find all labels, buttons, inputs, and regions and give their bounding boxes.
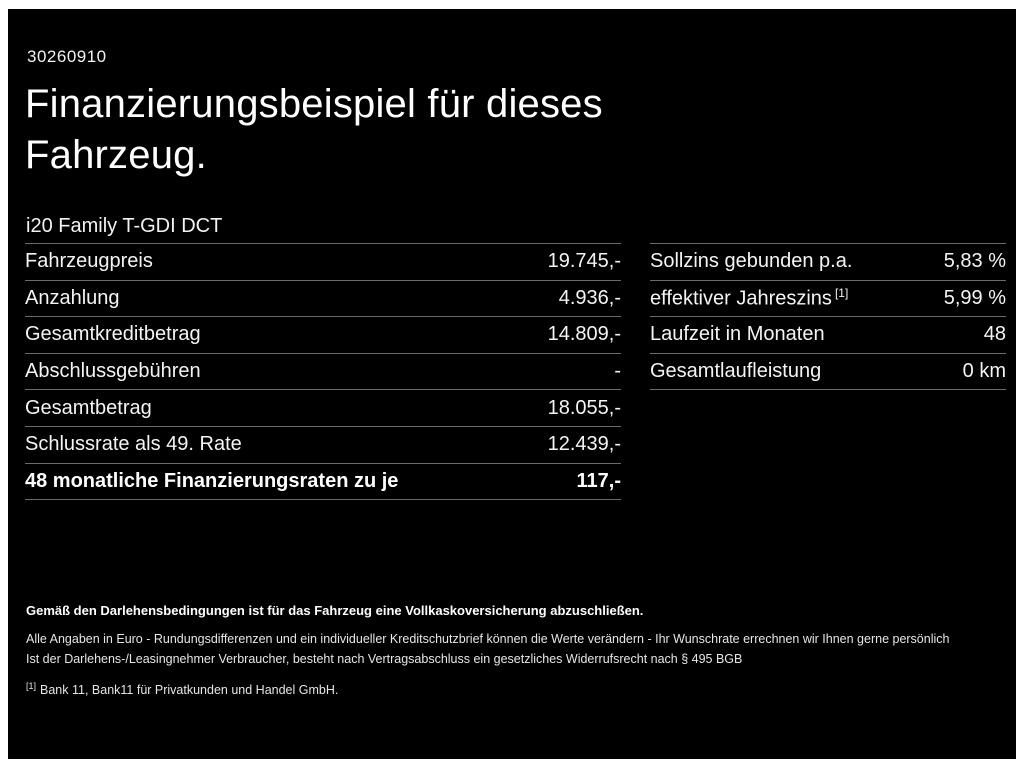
table-row: Abschlussgebühren - — [25, 352, 621, 390]
disclaimer-line-2: Ist der Darlehens-/Leasingnehmer Verbrau… — [26, 652, 743, 666]
row-label: Schlussrate als 49. Rate — [25, 433, 242, 456]
table-row: Gesamtkreditbetrag 14.809,- — [25, 316, 621, 353]
row-label: 48 monatliche Finanzierungsraten zu je — [25, 469, 399, 492]
table-row: Laufzeit in Monaten 48 — [650, 316, 1006, 353]
table-row: 48 monatliche Finanzierungsraten zu je 11… — [25, 462, 621, 500]
row-value: 5,99 % — [943, 286, 1006, 309]
row-value: 4.936,- — [558, 286, 621, 309]
financing-table-left: Fahrzeugpreis 19.745,- Anzahlung 4.936,- Ges… — [25, 243, 621, 501]
rates-table-right: Sollzins gebunden p.a. 5,83 % effektiver J… — [650, 243, 1006, 391]
row-value: 0 km — [962, 360, 1006, 383]
row-label: Fahrzeugpreis — [25, 250, 153, 273]
footnote-bank: [1] Bank 11, Bank11 für Privatkunden und … — [26, 681, 996, 697]
row-value: 48 — [983, 323, 1006, 346]
table-row: Gesamtlaufleistung 0 km — [650, 352, 1006, 390]
footnote-marker: [1] — [834, 286, 849, 301]
row-label: Gesamtkreditbetrag — [25, 323, 201, 346]
table-row: Fahrzeugpreis 19.745,- — [25, 243, 621, 280]
disclaimer-bold-note: Gemäß den Darlehensbedingungen ist für d… — [26, 603, 644, 618]
footnote-text: Bank 11, Bank11 für Privatkunden und Han… — [40, 683, 339, 698]
table-row: Schlussrate als 49. Rate 12.439,- — [25, 425, 621, 463]
disclaimer-footer: Gemäß den Darlehensbedingungen ist für d… — [26, 603, 996, 697]
vehicle-model: i20 Family T-GDI DCT — [26, 215, 223, 237]
table-row: Anzahlung 4.936,- — [25, 279, 621, 317]
row-value: 14.809,- — [547, 323, 621, 346]
row-value: 5,83 % — [943, 250, 1006, 273]
row-label: Sollzins gebunden p.a. — [650, 250, 853, 273]
row-value: 12.439,- — [547, 433, 621, 456]
document-id: 30260910 — [27, 47, 107, 66]
row-label: effektiver Jahreszins [1] — [650, 286, 849, 310]
row-value: 18.055,- — [547, 396, 621, 419]
disclaimer-line-1: Alle Angaben in Euro - Rundungsdifferenz… — [26, 632, 950, 646]
table-row: effektiver Jahreszins [1] 5,99 % — [650, 279, 1006, 317]
row-label: Gesamtlaufleistung — [650, 360, 822, 383]
row-label: Abschlussgebühren — [25, 360, 201, 383]
row-label: Gesamtbetrag — [25, 396, 152, 419]
page-title: Finanzierungsbeispiel für dieses Fahrzeu… — [25, 79, 603, 181]
page-title-line-2: Fahrzeug. — [25, 133, 207, 177]
table-row: Sollzins gebunden p.a. 5,83 % — [650, 243, 1006, 280]
row-label: Anzahlung — [25, 286, 120, 309]
row-value: 117,- — [576, 469, 621, 492]
financing-document: 30260910 Finanzierungsbeispiel für diese… — [8, 9, 1016, 759]
row-value: - — [614, 360, 621, 383]
page-title-line-1: Finanzierungsbeispiel für dieses — [25, 82, 603, 126]
footnote-marker: [1] — [26, 681, 37, 691]
table-row: Gesamtbetrag 18.055,- — [25, 389, 621, 426]
row-value: 19.745,- — [547, 250, 621, 273]
row-label: Laufzeit in Monaten — [650, 323, 825, 346]
